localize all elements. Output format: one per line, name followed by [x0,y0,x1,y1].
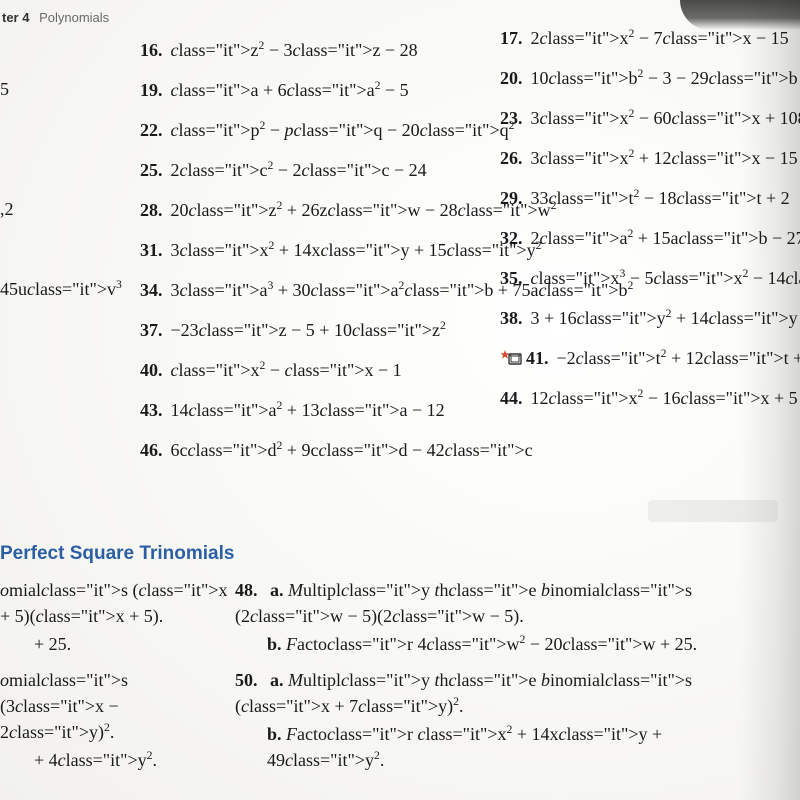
problem-row: 26.3class="it">x2 + 12class="it">x − 15 [500,147,780,169]
problem-expression: 10class="it">b [531,68,638,88]
exercise-pair-47-48: omialclass="it">s (class="it">x + 5)(cla… [0,577,760,657]
exercise-49-fragment: omialclass="it">s (3class="it">x − 2clas… [0,667,235,773]
problem-number: 16. [140,40,163,60]
problem-number: 17. [500,28,523,48]
problem-row: 25.2class="it">c2 − 2class="it">c − 24 [140,159,480,181]
problem-number: 23. [500,108,523,128]
problem-row: 31.3class="it">x2 + 14xclass="it">y + 15… [140,239,480,261]
problem-row: 20.10class="it">b2 − 3 − 29class="it">b [500,67,780,89]
problem-number: 22. [140,120,163,140]
exercise-48: 48. a. Multiplclass="it">y thclass="it">… [235,577,760,657]
problem-expression: 3class="it">x [171,240,269,260]
problem-expression: class="it">x [531,268,620,288]
ex50-b-text: Factoclass="it">r class="it">x2 + 14xcla… [267,724,662,770]
problem-expression: 2class="it">c [171,160,268,180]
problem-expression: 14class="it">a [171,400,277,420]
ex48-a-text: Multiplclass="it">y thclass="it">e binom… [235,580,692,626]
chapter-title: Polynomials [39,10,109,25]
problem-expression: −2class="it">t [557,348,661,368]
problem-number: 41. [526,348,549,368]
exercise-50: 50. a. Multiplclass="it">y thclass="it">… [235,667,760,773]
ex49-line-a: omialclass="it">s (3class="it">x − 2clas… [0,667,235,745]
ex48-part-b: b. Factoclass="it">r 4class="it">w2 − 20… [267,631,760,657]
exercise-47-fragment: omialclass="it">s (class="it">x + 5)(cla… [0,577,235,657]
ex48-part-a: 48. a. Multiplclass="it">y thclass="it">… [235,577,760,629]
problem-number: 32. [500,228,523,248]
problem-number: 50. [235,670,258,690]
ex50-a-text: Multiplclass="it">y thclass="it">e binom… [235,670,692,716]
problem-expression: 3class="it">x [531,148,629,168]
problem-row: 40.class="it">x2 − class="it">x − 1 [140,359,480,381]
ex50-part-b: b. Factoclass="it">r class="it">x2 + 14x… [267,721,760,773]
problem-number: 28. [140,200,163,220]
problem-number: 19. [140,80,163,100]
section-heading: Perfect Square Trinomials [0,543,760,565]
cutoff-fragment: 45uclass="it">v3 [0,279,122,300]
problem-expression: 12class="it">x [531,388,638,408]
problem-expression: class="it">p [171,120,260,140]
problem-row: 22.class="it">p2 − pclass="it">q − 20cla… [140,119,480,141]
ex49-line-b: + 4class="it">y2. [34,747,235,773]
problem-expression: 6cclass="it">d [171,440,277,460]
cutoff-fragment: ,2 [0,199,14,220]
cutoff-fragment: 5 [0,79,9,100]
problem-number: 31. [140,240,163,260]
problem-row: 38.3 + 16class="it">y2 + 14class="it">y [500,307,780,329]
problem-number: 37. [140,320,163,340]
problem-expression: class="it">z [171,40,259,60]
chapter-number: ter 4 [2,10,29,25]
lower-exercises: omialclass="it">s (class="it">x + 5)(cla… [0,577,760,773]
problem-number: 20. [500,68,523,88]
background-corner [680,0,800,30]
problem-row: 17.2class="it">x2 − 7class="it">x − 15 [500,27,780,49]
problem-row: 29.33class="it">t2 − 18class="it">t + 2 [500,187,780,209]
problem-number: 35. [500,268,523,288]
bleed-through-bar [648,500,778,522]
problem-number: 40. [140,360,163,380]
problem-expression: −23class="it">z [171,320,287,340]
problem-number: 38. [500,308,523,328]
problem-row: 37.−23class="it">z − 5 + 10class="it">z2 [140,319,480,341]
problem-row: 19.class="it">a + 6class="it">a2 − 5 [140,79,480,101]
problem-row: 23.3class="it">x2 − 60class="it">x + 108 [500,107,780,129]
problem-number: 26. [500,148,523,168]
ex50-part-a: 50. a. Multiplclass="it">y thclass="it">… [235,667,760,719]
problems-grid: 5,245uclass="it">v3 16.class="it">z2 − 3… [0,39,760,529]
problem-expression: 3 + 16class="it">y [531,308,666,328]
problem-expression: 2class="it">x [531,28,629,48]
problem-row: 32.2class="it">a2 + 15aclass="it">b − 27… [500,227,780,249]
problem-number: 34. [140,280,163,300]
problem-number: 44. [500,388,523,408]
problem-row: 46.6cclass="it">d2 + 9cclass="it">d − 42… [140,439,480,461]
problem-number: 48. [235,580,258,600]
problem-number: 29. [500,188,523,208]
page-content: ter 4 Polynomials 5 ,2 45uclass="it">v3 16… [0,0,800,773]
problem-row: 34.3class="it">a3 + 30class="it">a2class… [140,279,480,301]
problem-expression: 33class="it">t [531,188,634,208]
problem-row: 16.class="it">z2 − 3class="it">z − 28 [140,39,480,61]
ex48-b-text: Factoclass="it">r 4class="it">w2 − 20cla… [286,634,697,654]
problem-expression: 20class="it">z [171,200,277,220]
problem-row: 28.20class="it">z2 + 26zclass="it">w − 2… [140,199,480,221]
problem-expression: 3class="it">a [171,280,268,300]
problem-number: 46. [140,440,163,460]
problem-row: 43.14class="it">a2 + 13class="it">a − 12 [140,399,480,421]
video-icon [500,350,522,366]
problem-number: 43. [140,400,163,420]
problem-row: 35.class="it">x3 − 5class="it">x2 − 14cl… [500,267,780,289]
problem-row: 41.−2class="it">t2 + 12class="it">t + 80 [500,347,780,369]
problem-expression: class="it">x [171,360,260,380]
problem-expression: 3class="it">x [531,108,629,128]
problem-number: 25. [140,160,163,180]
ex47-line-b: + 25. [34,631,235,657]
exercise-pair-49-50: omialclass="it">s (3class="it">x − 2clas… [0,667,760,773]
problem-expression: class="it">a [171,80,259,100]
problem-row: 44.12class="it">x2 − 16class="it">x + 5 [500,387,780,409]
problem-expression: 2class="it">a [531,228,628,248]
ex47-line-a: omialclass="it">s (class="it">x + 5)(cla… [0,577,235,629]
